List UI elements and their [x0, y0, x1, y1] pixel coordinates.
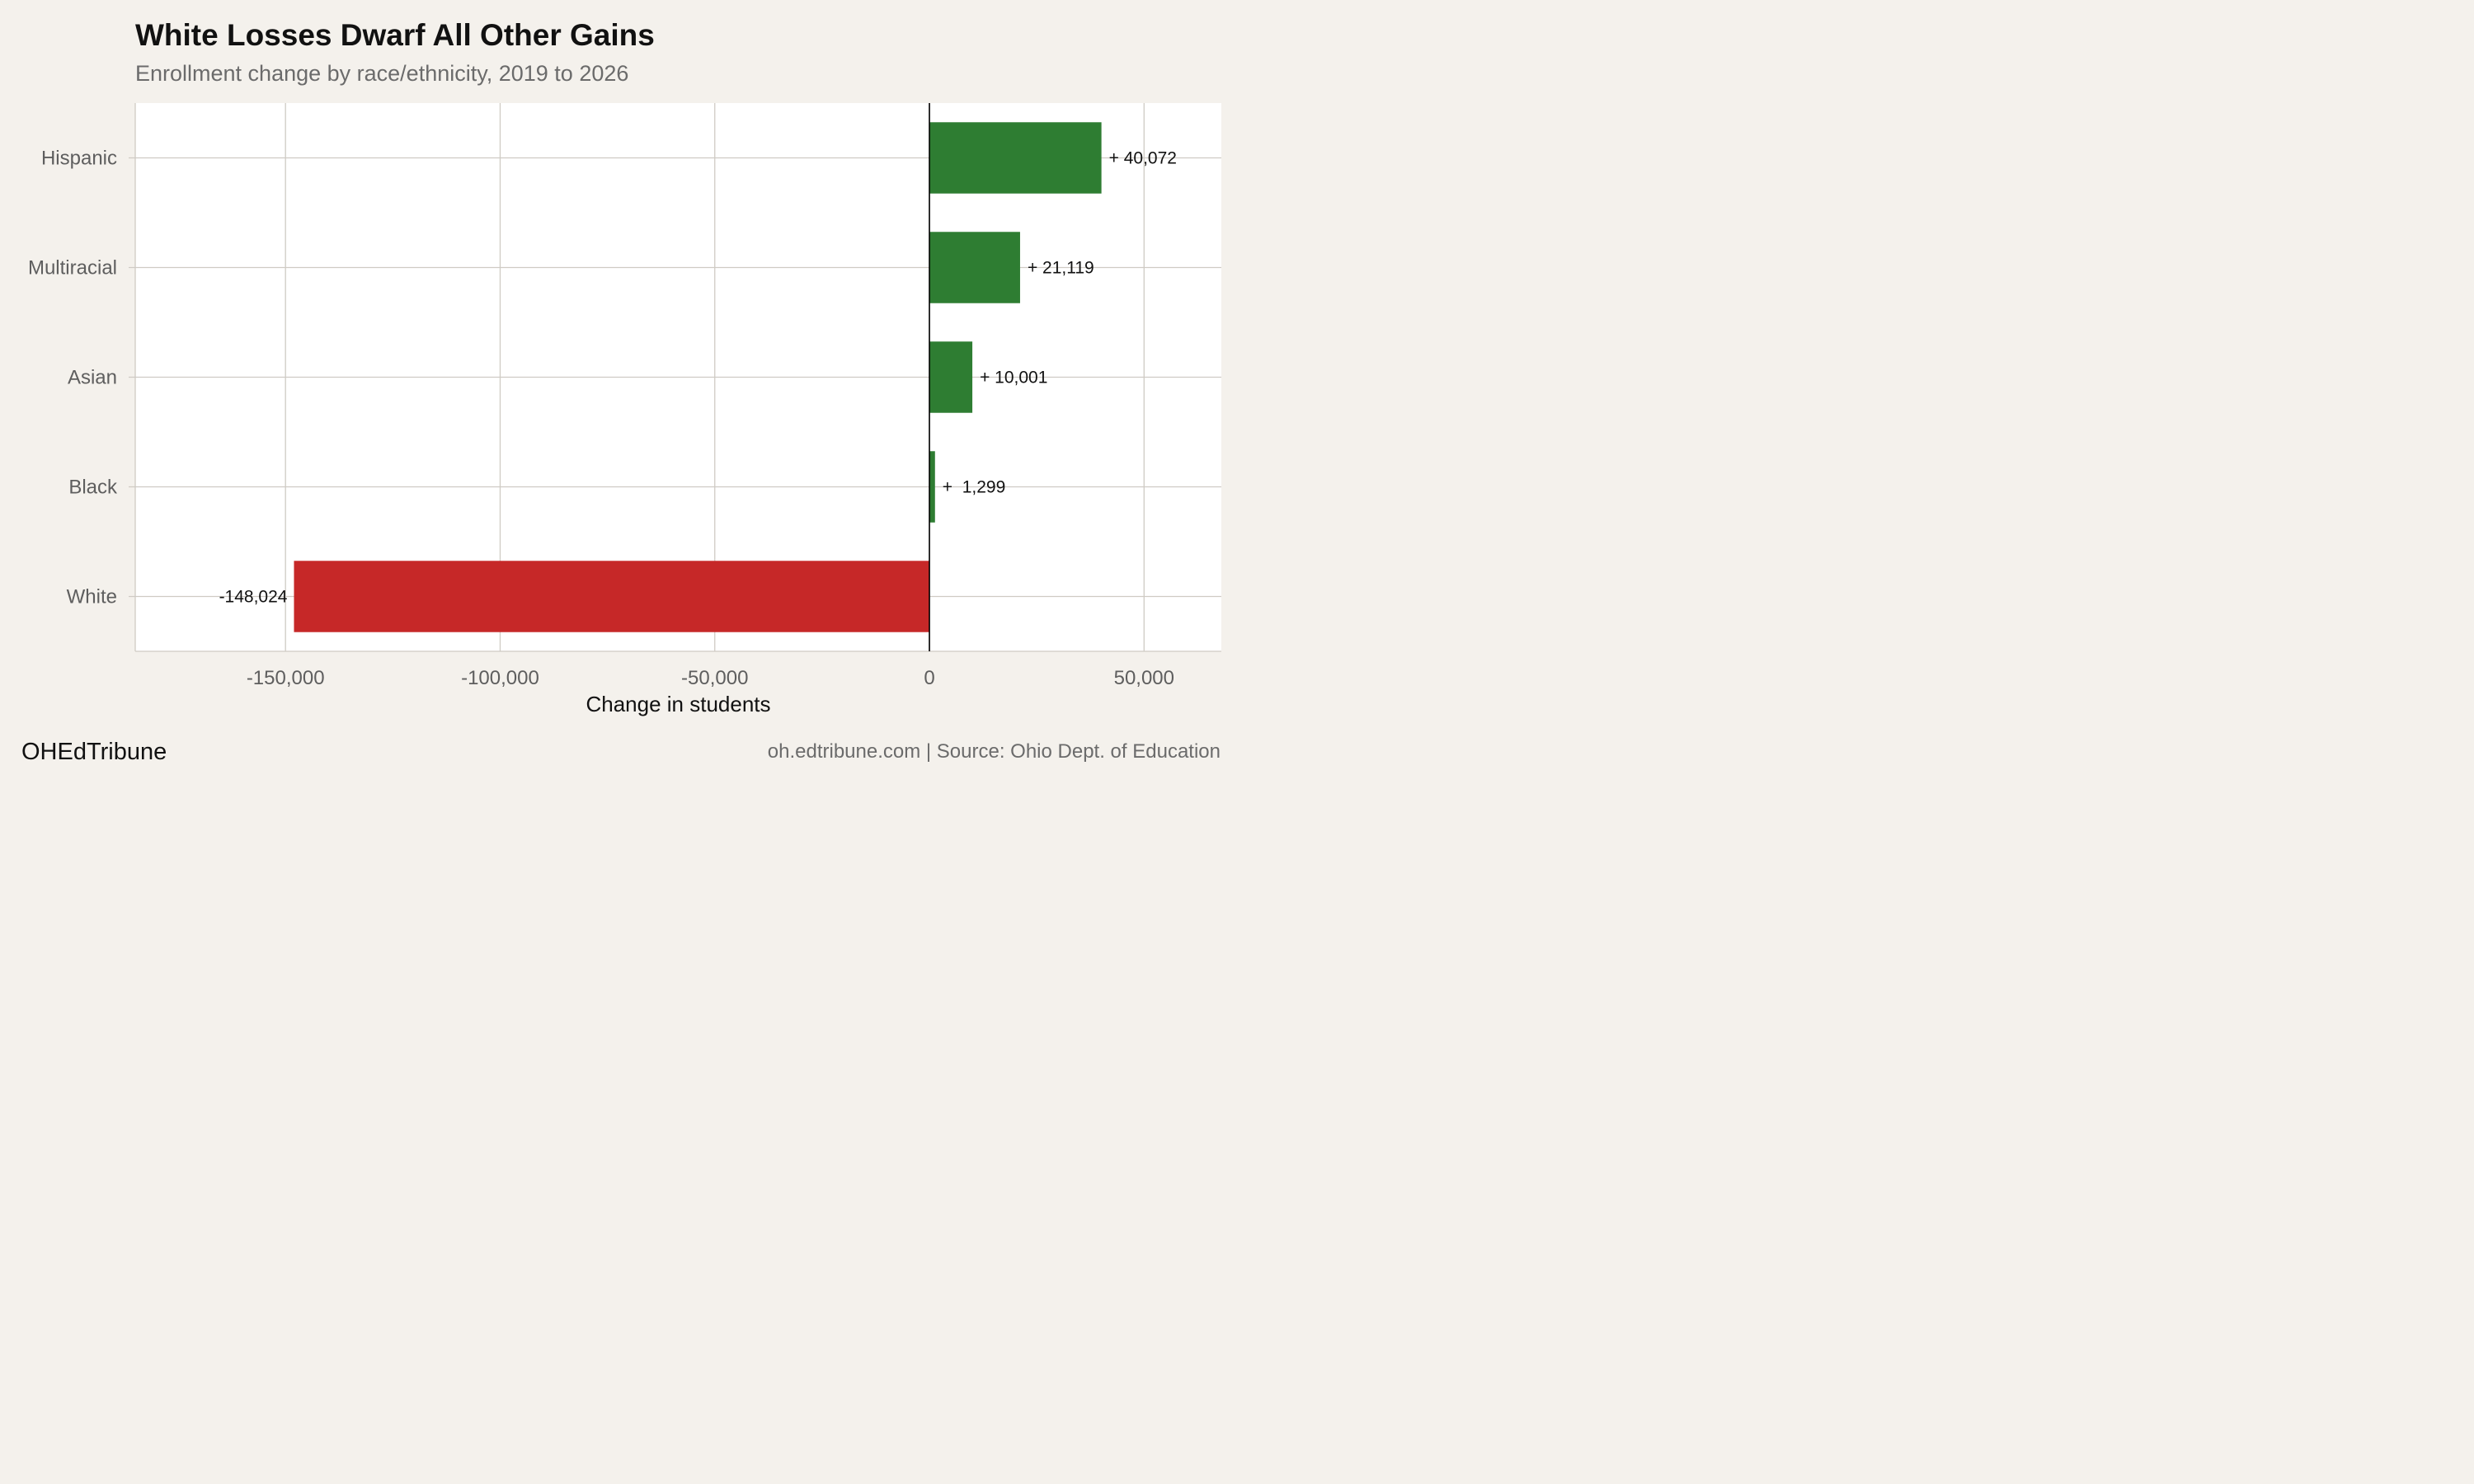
x-tick-label: -150,000	[247, 667, 325, 689]
category-label: Asian	[68, 367, 117, 389]
x-tick-label: 0	[924, 667, 934, 689]
brand-name: OHEdTribune	[21, 739, 167, 765]
x-axis-title: Change in students	[586, 692, 770, 716]
bar-chart: + 40,072 + 21,119 + 10,001 + 1,299 -148,024 H…	[28, 103, 1221, 716]
category-label: Hispanic	[41, 148, 117, 170]
bar	[929, 232, 1020, 303]
x-tick-label: 50,000	[1114, 667, 1174, 689]
chart-title: White Losses Dwarf All Other Gains	[135, 18, 655, 52]
data-label: + 10,001	[980, 369, 1047, 387]
bar	[929, 122, 1102, 194]
chart-subtitle: Enrollment change by race/ethnicity, 201…	[135, 61, 629, 86]
data-label: + 1,299	[943, 478, 1005, 497]
category-label: Black	[68, 477, 118, 499]
bar	[294, 561, 930, 632]
category-label: Multiracial	[28, 257, 117, 279]
bar	[929, 451, 935, 523]
source-credit: oh.edtribune.com | Source: Ohio Dept. of…	[767, 740, 1221, 763]
x-tick-label: -100,000	[461, 667, 539, 689]
x-tick-label: -50,000	[681, 667, 748, 689]
data-label: -148,024	[219, 588, 288, 607]
bar	[929, 341, 973, 413]
data-label: + 21,119	[1028, 259, 1094, 278]
category-label: White	[67, 586, 117, 608]
data-label: + 40,072	[1109, 149, 1177, 168]
